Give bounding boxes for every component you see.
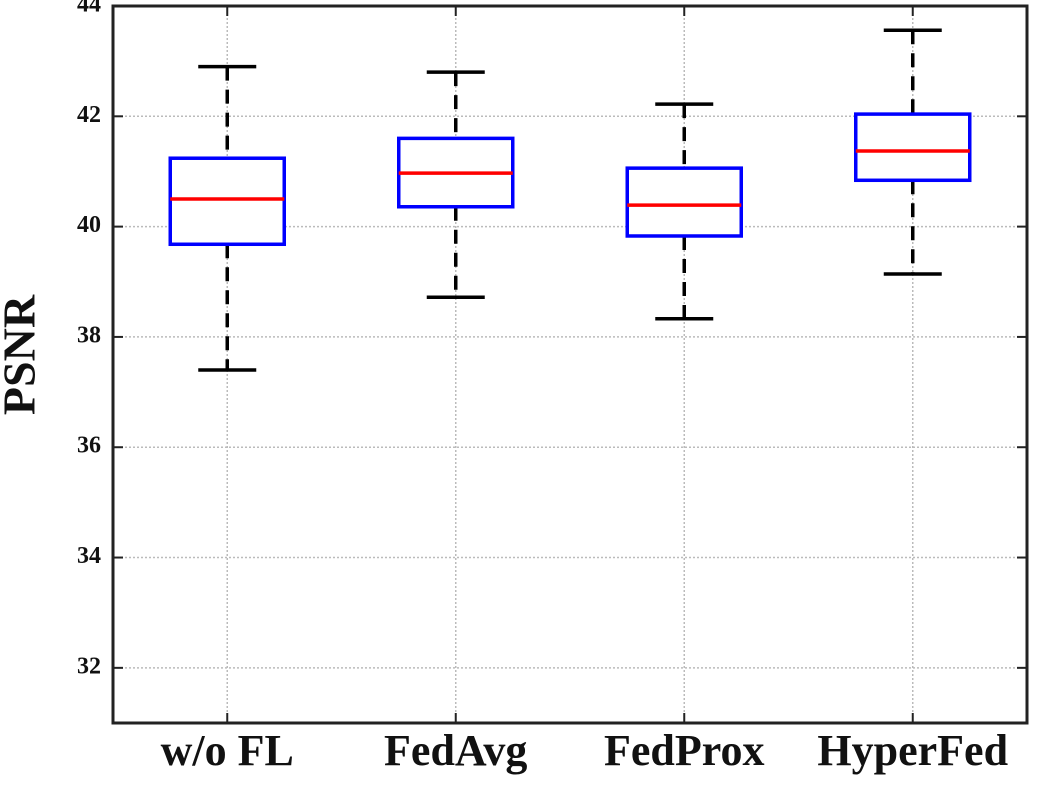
x-tick-label: w/o FL [161, 726, 294, 775]
y-tick-label: 40 [77, 212, 101, 238]
y-tick-label: 32 [77, 653, 101, 679]
y-axis-label: PSNR [0, 294, 45, 415]
box [625, 166, 743, 238]
box [854, 112, 972, 183]
y-tick-label: 42 [77, 102, 101, 128]
box [168, 156, 286, 247]
y-tick-label: 36 [77, 433, 101, 459]
y-tick-label: 38 [77, 322, 101, 348]
x-tick-label: FedProx [604, 726, 765, 775]
plot-frame [111, 4, 1029, 725]
x-tick-label: FedAvg [384, 726, 527, 775]
y-tick-label: 34 [77, 543, 101, 569]
y-tick-label: 44 [77, 0, 101, 18]
x-tick-label: HyperFed [817, 726, 1008, 775]
